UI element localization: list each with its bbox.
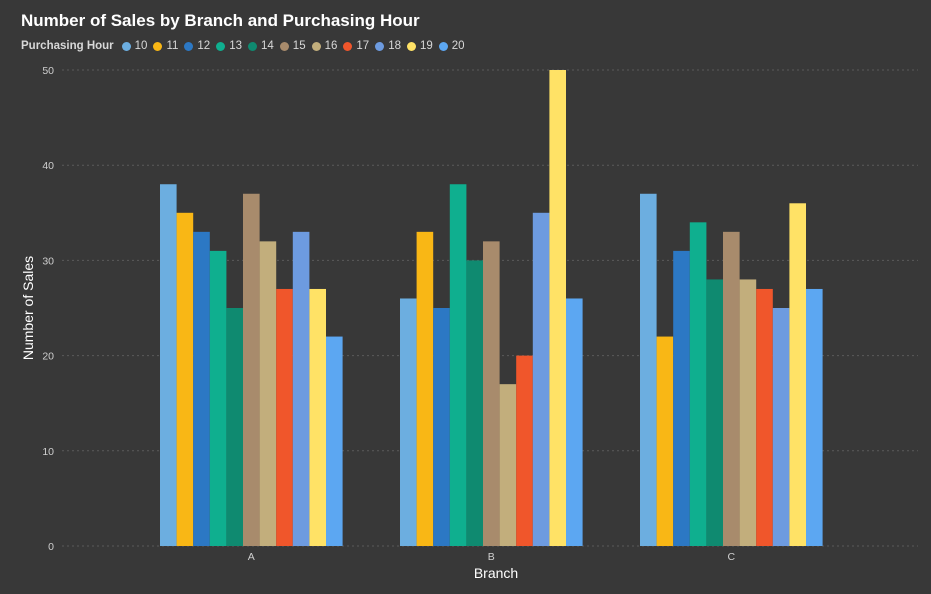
bar-C-17 (756, 288, 773, 546)
bar-C-13 (689, 222, 707, 546)
x-tick-label: A (248, 551, 255, 563)
legend-swatch (121, 41, 131, 51)
legend-label: 10 (134, 40, 148, 52)
legend-label: 20 (451, 40, 465, 52)
y-axis-title: Number of Sales (20, 256, 36, 360)
bar-B-15 (483, 241, 500, 547)
bar-C-10 (640, 193, 657, 546)
legend-label: 15 (292, 40, 306, 52)
legend-item: 14 (248, 40, 274, 52)
legend: Purchasing Hour 10 11 12 13 14 15 16 17 18 19 20 (21, 40, 471, 52)
legend-label: 19 (419, 40, 433, 52)
chart-title: Number of Sales by Branch and Purchasing… (21, 11, 420, 30)
x-tick-label: C (728, 551, 736, 563)
legend-item: 16 (311, 40, 338, 52)
y-tick-label: 40 (42, 160, 54, 172)
x-axis-title: Branch (474, 565, 518, 581)
bar-A-11 (176, 212, 194, 547)
legend-label: 11 (166, 40, 179, 52)
bar-C-12 (673, 250, 690, 546)
bar-A-10 (160, 184, 177, 547)
legend-swatch (153, 41, 163, 51)
bar-B-18 (532, 212, 550, 547)
bar-B-17 (516, 355, 533, 546)
bar-B-14 (466, 260, 483, 546)
legend-item: 19 (406, 40, 433, 52)
bar-B-20 (566, 298, 583, 546)
legend-swatch (216, 41, 226, 51)
bar-A-14 (226, 308, 243, 546)
y-tick-label: 10 (42, 446, 54, 458)
legend-label: 14 (261, 40, 274, 52)
bar-C-19 (789, 203, 806, 546)
bar-B-11 (416, 231, 434, 546)
bar-B-10 (400, 298, 417, 546)
bar-A-17 (276, 288, 293, 546)
legend-item: 11 (153, 40, 178, 52)
bar-C-11 (656, 336, 674, 546)
y-tick-label: 20 (42, 351, 54, 363)
bar-C-16 (739, 279, 757, 546)
legend-swatch (406, 41, 416, 51)
legend-swatch (311, 41, 321, 51)
legend-title: Purchasing Hour (21, 40, 114, 52)
legend-item: 15 (279, 40, 306, 52)
legend-item: 17 (343, 40, 369, 52)
bar-C-14 (706, 279, 723, 546)
legend-label: 13 (229, 40, 242, 52)
bar-C-15 (723, 231, 740, 546)
legend-label: 16 (324, 40, 338, 52)
legend-swatch (248, 41, 257, 51)
legend-swatch (279, 41, 289, 51)
legend-swatch (343, 41, 353, 51)
legend-items: 10 11 12 13 14 15 16 17 18 19 20 (121, 40, 471, 52)
bar-A-20 (326, 336, 343, 546)
y-tick-label: 50 (42, 65, 54, 77)
legend-label: 18 (388, 40, 401, 52)
legend-item: 12 (184, 40, 210, 52)
bar-B-19 (549, 70, 566, 546)
bar-B-12 (433, 308, 450, 546)
bar-A-16 (259, 241, 277, 547)
bar-A-18 (292, 231, 310, 546)
x-tick-label: B (488, 551, 495, 563)
legend-swatch (375, 41, 385, 51)
legend-item: 20 (438, 40, 465, 52)
legend-label: 17 (356, 40, 370, 52)
legend-swatch (184, 41, 194, 51)
legend-swatch (438, 41, 448, 51)
y-tick-label: 0 (48, 541, 54, 553)
legend-label: 12 (197, 40, 211, 52)
bar-C-20 (806, 288, 823, 546)
bar-B-13 (449, 184, 467, 547)
bar-B-16 (499, 384, 517, 546)
legend-item: 13 (216, 40, 242, 52)
bar-A-13 (209, 250, 227, 546)
bar-A-15 (243, 193, 260, 546)
bar-C-18 (772, 308, 790, 546)
bar-A-12 (193, 231, 210, 546)
legend-item: 10 (121, 40, 148, 52)
legend-item: 18 (375, 40, 401, 52)
y-tick-label: 30 (42, 255, 54, 267)
bar-A-19 (309, 288, 326, 546)
